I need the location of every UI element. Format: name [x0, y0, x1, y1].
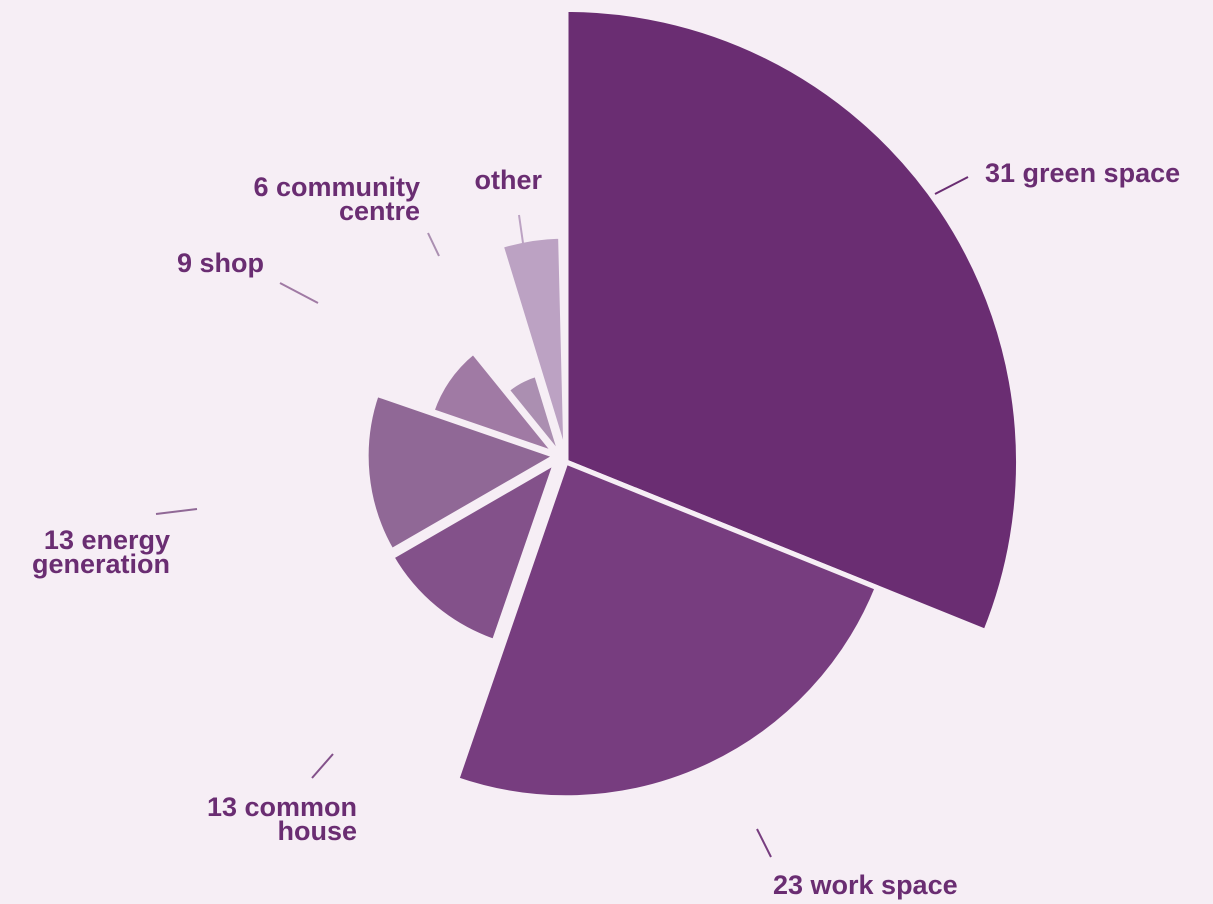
- label-other: other: [475, 165, 543, 195]
- label-line-energy-generation-0: 13 energy: [44, 525, 170, 555]
- leader-line-other: [518, 214, 524, 244]
- label-green-space: 31 green space: [985, 158, 1180, 188]
- leader-line-community-centre: [427, 232, 440, 257]
- label-line-common-house-1: house: [277, 816, 357, 846]
- slice-shop: [429, 349, 559, 457]
- label-line-work-space-0: 23 work space: [773, 870, 958, 900]
- label-line-green-space-0: 31 green space: [985, 158, 1180, 188]
- label-energy-generation: 13 energy generation: [32, 525, 170, 579]
- slice-green-space: [563, 6, 1022, 634]
- slice-energy-generation: [363, 391, 559, 554]
- slice-common-house: [389, 459, 559, 644]
- leader-line-common-house: [311, 753, 334, 779]
- label-line-other-0: other: [475, 165, 543, 195]
- label-common-house: 13 common house: [207, 792, 357, 846]
- leader-line-work-space: [756, 828, 772, 858]
- leader-line-group: [155, 176, 969, 858]
- slice-group: [363, 6, 1022, 801]
- slice-community-centre: [504, 371, 565, 461]
- label-line-community-centre-1: centre: [339, 196, 420, 226]
- label-line-common-house-0: 13 common: [207, 792, 357, 822]
- label-line-community-centre-0: 6 community: [253, 172, 420, 202]
- label-group: 31 green space 23 work space 13 common hous…: [32, 158, 1180, 900]
- leader-line-energy-generation: [155, 508, 198, 515]
- leader-line-shop: [279, 282, 319, 304]
- label-community-centre: 6 community centre: [253, 172, 420, 226]
- slice-other: [498, 233, 569, 461]
- slice-work-space: [454, 459, 880, 801]
- leader-line-green-space: [934, 176, 969, 195]
- label-shop: 9 shop: [177, 248, 264, 278]
- label-line-shop-0: 9 shop: [177, 248, 264, 278]
- label-line-energy-generation-1: generation: [32, 549, 170, 579]
- label-work-space: 23 work space: [773, 870, 958, 900]
